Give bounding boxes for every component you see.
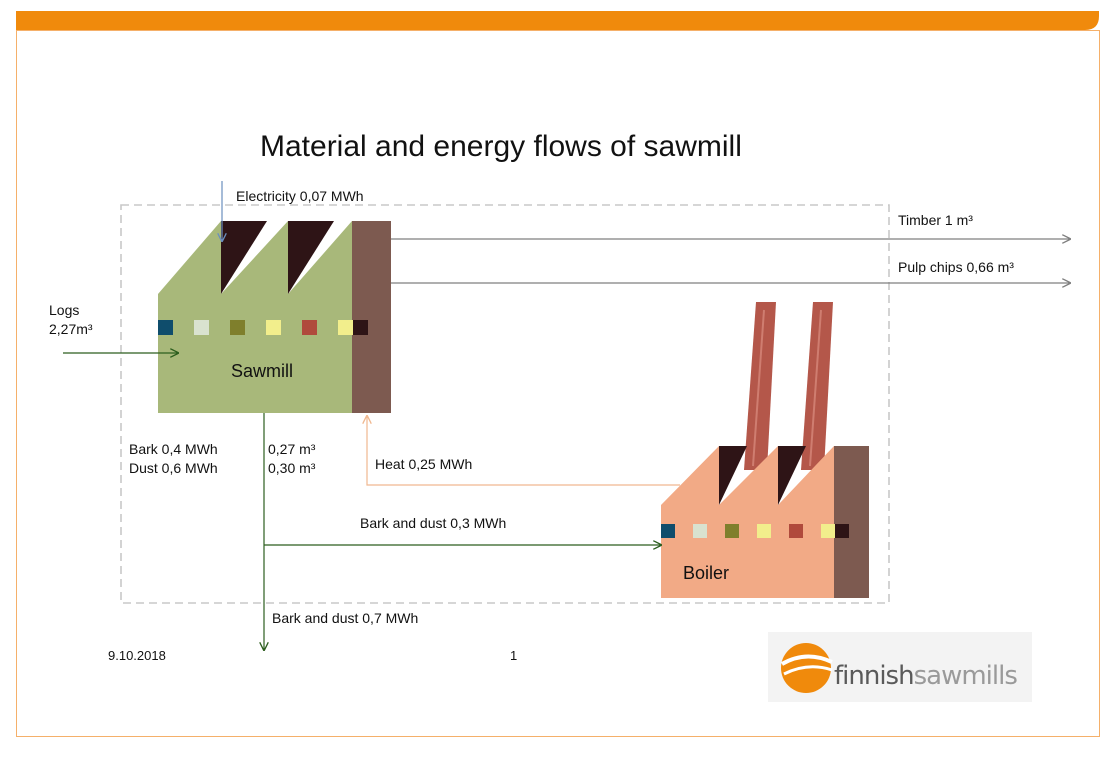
sawmill-building: Sawmill <box>158 221 391 413</box>
bark-energy-label: Bark 0,4 MWh <box>129 441 218 457</box>
finnish-sawmills-logo: finnishsawmills <box>768 632 1032 702</box>
bark-dust-out-label: Bark and dust 0,7 MWh <box>272 610 418 626</box>
boiler-label: Boiler <box>683 563 729 583</box>
boiler-chimney-1 <box>744 302 776 470</box>
boiler-chimney-2 <box>801 302 833 470</box>
sawmill-swatch-7 <box>353 320 368 335</box>
bark-dust-to-boiler-label: Bark and dust 0,3 MWh <box>360 515 506 531</box>
sawmill-swatch-4 <box>266 320 281 335</box>
boiler-swatch-4 <box>757 524 771 538</box>
sawmill-label: Sawmill <box>231 361 293 381</box>
logo-text: finnishsawmills <box>834 661 1017 691</box>
heat-label: Heat 0,25 MWh <box>375 456 472 472</box>
boiler-swatch-7 <box>835 524 849 538</box>
sawmill-body <box>158 221 352 413</box>
boiler-body <box>661 446 834 598</box>
page-number: 1 <box>510 648 517 663</box>
boiler-swatch-3 <box>725 524 739 538</box>
heat-arrow <box>367 416 680 486</box>
boiler-swatch-6 <box>821 524 835 538</box>
electricity-label: Electricity 0,07 MWh <box>236 188 364 204</box>
boiler-roof-shade-1 <box>719 446 747 505</box>
system-boundary <box>120 204 890 604</box>
dust-volume-label: 0,30 m³ <box>268 460 316 476</box>
boiler-swatch-5 <box>789 524 803 538</box>
bark-volume-label: 0,27 m³ <box>268 441 316 457</box>
footer-date: 9.10.2018 <box>108 648 166 663</box>
slide-frame <box>16 30 1100 737</box>
logs-volume-label: 2,27m³ <box>49 321 93 337</box>
sawmill-roof-shade-2 <box>288 221 334 294</box>
boiler-chimney-2-highlight <box>809 309 822 467</box>
sawmill-roof-shade-1 <box>221 221 267 294</box>
header-bar <box>16 11 1099 30</box>
boiler-building: Boiler <box>661 302 869 598</box>
boiler-chimney-1-highlight <box>752 309 765 467</box>
boiler-tower <box>834 446 869 598</box>
sawmill-swatch-6 <box>338 320 353 335</box>
timber-label: Timber 1 m³ <box>898 212 973 228</box>
boiler-swatch-2 <box>693 524 707 538</box>
boiler-swatch-1 <box>661 524 675 538</box>
sawmill-swatch-row <box>158 320 368 335</box>
slide-title: Material and energy flows of sawmill <box>260 130 742 163</box>
sawmill-swatch-5 <box>302 320 317 335</box>
sawmill-swatch-2 <box>194 320 209 335</box>
logo-wave-icon <box>780 654 833 666</box>
sawmill-tower <box>352 221 391 413</box>
pulp-chips-label: Pulp chips 0,66 m³ <box>898 259 1014 275</box>
logo-wave-icon-2 <box>783 665 833 676</box>
logo-text-sawmills: sawmills <box>914 661 1018 691</box>
boiler-roof-shade-2 <box>778 446 806 505</box>
sawmill-swatch-1 <box>158 320 173 335</box>
dust-energy-label: Dust 0,6 MWh <box>129 460 218 476</box>
sawmill-swatch-3 <box>230 320 245 335</box>
logo-text-finnish: finnish <box>834 661 914 691</box>
logs-label: Logs <box>49 302 79 318</box>
boiler-swatch-row <box>661 524 849 538</box>
